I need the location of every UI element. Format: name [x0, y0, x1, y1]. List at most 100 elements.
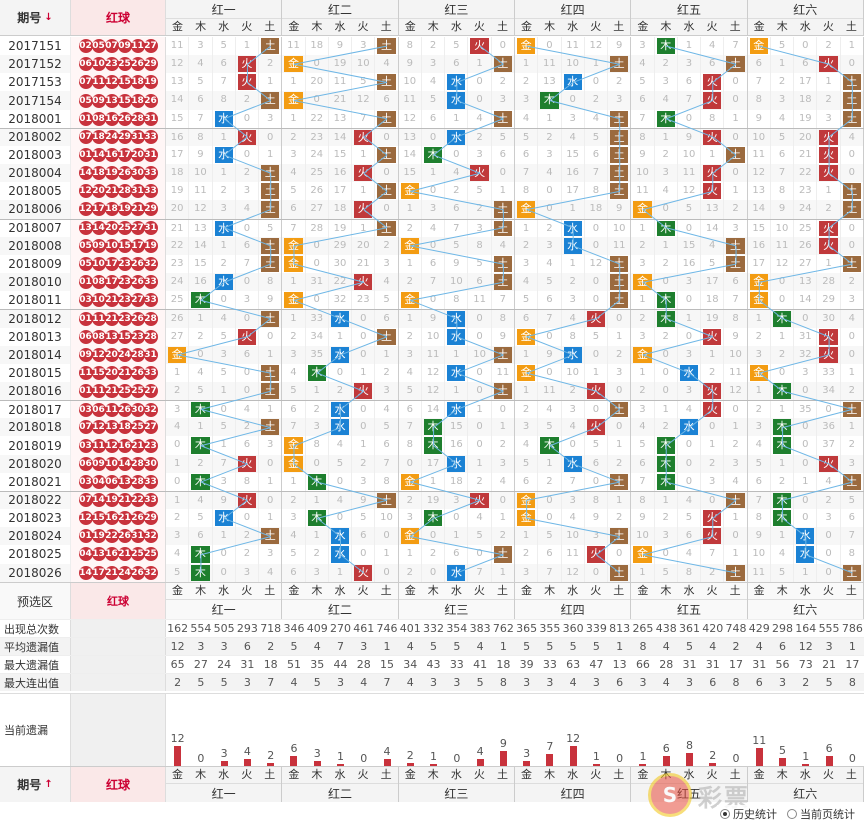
element-tu[interactable]: 土: [729, 768, 741, 781]
element-tu[interactable]: 土: [380, 20, 392, 33]
element-tu[interactable]: 土: [496, 20, 508, 33]
preselect-element-mu[interactable]: 木: [427, 584, 439, 597]
element-shui[interactable]: 水: [218, 768, 230, 781]
preselect-element-tu[interactable]: 土: [264, 584, 276, 597]
element-mu[interactable]: 木: [195, 20, 207, 33]
element-jin[interactable]: 金: [172, 20, 184, 33]
preselect-element-jin[interactable]: 金: [637, 584, 649, 597]
element-huo[interactable]: 火: [473, 20, 485, 33]
element-jin[interactable]: 金: [637, 20, 649, 33]
element-mu[interactable]: 木: [544, 768, 556, 781]
element-jin[interactable]: 金: [753, 20, 765, 33]
element-tu[interactable]: 土: [613, 20, 625, 33]
element-jin[interactable]: 金: [172, 768, 184, 781]
element-jin[interactable]: 金: [404, 768, 416, 781]
element-shui[interactable]: 水: [218, 20, 230, 33]
element-mu[interactable]: 木: [776, 20, 788, 33]
preselect-element-tu[interactable]: 土: [496, 584, 508, 597]
preselect-element-huo[interactable]: 火: [473, 584, 485, 597]
element-shui[interactable]: 水: [450, 20, 462, 33]
element-shui[interactable]: 水: [334, 768, 346, 781]
element-huo[interactable]: 火: [357, 768, 369, 781]
preselect-element-mu[interactable]: 木: [311, 584, 323, 597]
element-jin[interactable]: 金: [521, 20, 533, 33]
element-huo[interactable]: 火: [706, 768, 718, 781]
element-huo[interactable]: 火: [473, 768, 485, 781]
radio-checked-icon[interactable]: [720, 809, 730, 819]
preselect-element-huo[interactable]: 火: [357, 584, 369, 597]
element-jin[interactable]: 金: [521, 768, 533, 781]
preselect-element-shui[interactable]: 水: [450, 584, 462, 597]
element-huo[interactable]: 火: [241, 20, 253, 33]
preselect-element-mu[interactable]: 木: [544, 584, 556, 597]
element-shui[interactable]: 水: [799, 768, 811, 781]
preselect-element-jin[interactable]: 金: [172, 584, 184, 597]
element-mu[interactable]: 木: [544, 20, 556, 33]
preselect-element-shui[interactable]: 水: [799, 584, 811, 597]
issue-header[interactable]: 期号 ↓: [0, 0, 70, 35]
element-mu[interactable]: 木: [427, 20, 439, 33]
element-tu[interactable]: 土: [264, 768, 276, 781]
element-tu[interactable]: 土: [264, 20, 276, 33]
element-jin[interactable]: 金: [288, 20, 300, 33]
element-cell: 5: [631, 436, 655, 455]
preselect-element-jin[interactable]: 金: [288, 584, 300, 597]
preselect-element-tu[interactable]: 土: [729, 584, 741, 597]
sort-up-icon[interactable]: ↑: [44, 779, 53, 790]
element-jin[interactable]: 金: [637, 768, 649, 781]
element-jin[interactable]: 金: [753, 768, 765, 781]
element-jin[interactable]: 金: [288, 768, 300, 781]
element-tu[interactable]: 土: [845, 20, 857, 33]
element-huo[interactable]: 火: [706, 20, 718, 33]
element-mu[interactable]: 木: [660, 20, 672, 33]
element-huo[interactable]: 火: [590, 768, 602, 781]
element-shui[interactable]: 水: [334, 20, 346, 33]
preselect-element-mu[interactable]: 木: [776, 584, 788, 597]
preselect-element-jin[interactable]: 金: [404, 584, 416, 597]
preselect-element-jin[interactable]: 金: [521, 584, 533, 597]
element-mu[interactable]: 木: [427, 768, 439, 781]
element-tu[interactable]: 土: [729, 20, 741, 33]
preselect-element-mu[interactable]: 木: [660, 584, 672, 597]
preselect-element-shui[interactable]: 水: [683, 584, 695, 597]
preselect-element-tu[interactable]: 土: [845, 584, 857, 597]
element-huo[interactable]: 火: [822, 768, 834, 781]
element-tu[interactable]: 土: [613, 768, 625, 781]
radio-current-page[interactable]: 当前页统计: [787, 806, 855, 822]
element-shui[interactable]: 水: [799, 20, 811, 33]
preselect-element-shui[interactable]: 水: [218, 584, 230, 597]
element-shui[interactable]: 水: [683, 768, 695, 781]
preselect-element-tu[interactable]: 土: [380, 584, 392, 597]
preselect-element-shui[interactable]: 水: [567, 584, 579, 597]
element-tu[interactable]: 土: [496, 768, 508, 781]
element-mu[interactable]: 木: [776, 768, 788, 781]
element-shui[interactable]: 水: [450, 768, 462, 781]
element-tu[interactable]: 土: [380, 768, 392, 781]
preselect-element-huo[interactable]: 火: [706, 584, 718, 597]
element-shui[interactable]: 水: [567, 768, 579, 781]
issue-footer[interactable]: 期号 ↑: [0, 767, 70, 802]
preselect-element-huo[interactable]: 火: [241, 584, 253, 597]
preselect-element-shui[interactable]: 水: [334, 584, 346, 597]
element-huo[interactable]: 火: [590, 20, 602, 33]
preselect-element-jin[interactable]: 金: [753, 584, 765, 597]
preselect-element-mu[interactable]: 木: [195, 584, 207, 597]
preselect-element-huo[interactable]: 火: [590, 584, 602, 597]
miss-value: 30: [822, 313, 835, 325]
element-mu[interactable]: 木: [195, 768, 207, 781]
element-mu[interactable]: 木: [311, 768, 323, 781]
element-huo[interactable]: 火: [822, 20, 834, 33]
preselect-element-huo[interactable]: 火: [822, 584, 834, 597]
element-huo[interactable]: 火: [241, 768, 253, 781]
preselect-element-tu[interactable]: 土: [613, 584, 625, 597]
preselect-groups[interactable]: 金木水火土红一金木水火土红二金木水火土红三金木水火土红四金木水火土红五金木水火土…: [166, 583, 864, 619]
radio-history[interactable]: 历史统计: [720, 806, 777, 822]
element-jin[interactable]: 金: [404, 20, 416, 33]
element-shui[interactable]: 水: [683, 20, 695, 33]
element-mu[interactable]: 木: [311, 20, 323, 33]
element-huo[interactable]: 火: [357, 20, 369, 33]
sort-down-icon[interactable]: ↓: [44, 12, 53, 23]
element-tu[interactable]: 土: [845, 768, 857, 781]
radio-unchecked-icon[interactable]: [787, 809, 797, 819]
element-shui[interactable]: 水: [567, 20, 579, 33]
